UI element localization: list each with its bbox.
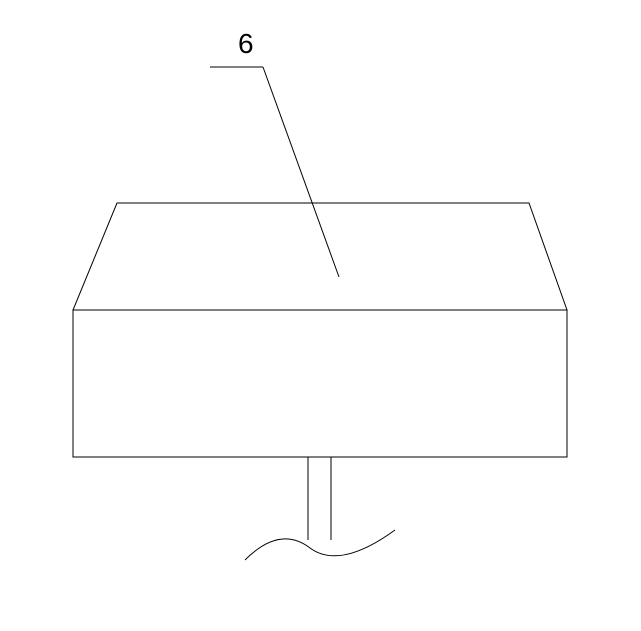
diagram-svg [0, 0, 641, 631]
top-face [73, 203, 567, 310]
front-face [73, 310, 567, 457]
part-label: 6 [238, 28, 254, 60]
leader-line [263, 67, 339, 277]
technical-diagram: 6 [0, 0, 641, 631]
break-curve [245, 530, 395, 560]
